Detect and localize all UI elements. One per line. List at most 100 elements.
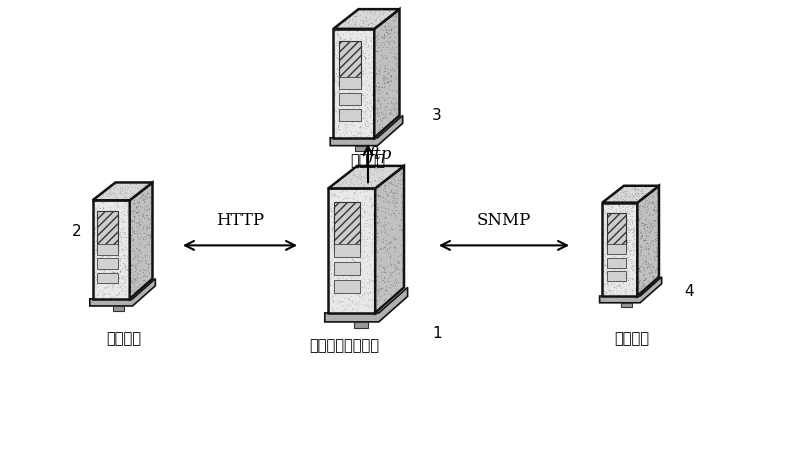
Point: [601, 292, 614, 299]
Point: [374, 41, 387, 49]
Polygon shape: [98, 273, 118, 283]
Point: [596, 214, 609, 221]
Point: [624, 263, 637, 271]
Point: [367, 200, 380, 207]
Point: [371, 47, 384, 54]
Point: [394, 225, 406, 232]
Point: [376, 264, 389, 271]
Point: [347, 199, 360, 206]
Point: [615, 200, 628, 208]
Point: [626, 207, 638, 215]
Point: [366, 295, 378, 303]
Point: [96, 193, 109, 200]
Point: [615, 272, 628, 279]
Point: [103, 230, 116, 237]
Point: [129, 267, 142, 275]
Point: [98, 220, 110, 228]
Point: [643, 188, 656, 195]
Point: [102, 227, 115, 235]
Point: [324, 271, 337, 278]
Point: [101, 252, 114, 259]
Point: [371, 248, 384, 256]
Point: [650, 252, 663, 260]
Point: [104, 264, 117, 271]
Point: [366, 236, 379, 243]
Point: [325, 213, 338, 220]
Point: [348, 269, 361, 277]
Point: [384, 243, 397, 250]
Point: [353, 272, 366, 279]
Point: [380, 70, 393, 77]
Point: [389, 55, 402, 63]
Point: [123, 226, 136, 233]
Point: [365, 276, 378, 283]
Point: [371, 229, 384, 237]
Point: [331, 23, 344, 30]
Point: [122, 222, 135, 229]
Point: [130, 208, 143, 215]
Point: [388, 28, 401, 36]
Point: [350, 299, 362, 307]
Point: [650, 272, 663, 279]
Point: [336, 182, 349, 190]
Point: [358, 282, 370, 289]
Point: [93, 251, 106, 258]
Point: [138, 199, 151, 206]
Point: [354, 278, 367, 285]
Point: [335, 200, 348, 207]
Point: [378, 223, 390, 230]
Point: [385, 280, 398, 288]
Point: [650, 188, 663, 196]
Point: [89, 241, 102, 249]
Point: [637, 192, 650, 199]
Point: [609, 191, 622, 198]
Point: [652, 245, 665, 252]
Point: [330, 108, 342, 115]
Point: [602, 248, 615, 255]
Point: [367, 56, 380, 64]
Point: [359, 54, 372, 61]
Point: [394, 215, 407, 223]
Point: [345, 99, 358, 106]
Point: [351, 129, 364, 136]
Point: [351, 174, 364, 181]
Point: [329, 25, 342, 33]
Point: [337, 69, 350, 76]
Point: [618, 263, 631, 270]
Point: [361, 119, 374, 126]
Point: [600, 243, 613, 250]
Point: [336, 261, 349, 269]
Point: [131, 184, 144, 192]
Point: [108, 248, 121, 256]
Point: [369, 248, 382, 256]
Point: [619, 196, 632, 203]
Point: [108, 201, 121, 208]
Point: [118, 279, 131, 286]
Point: [600, 268, 613, 275]
Point: [350, 269, 362, 276]
Point: [357, 254, 370, 261]
Point: [140, 206, 153, 213]
Point: [616, 279, 629, 286]
Point: [330, 217, 342, 225]
Point: [619, 183, 632, 190]
Point: [633, 216, 646, 223]
Point: [646, 237, 659, 244]
Point: [618, 192, 631, 199]
Point: [366, 185, 379, 192]
Point: [359, 193, 372, 200]
Point: [630, 219, 643, 227]
Point: [114, 254, 127, 262]
Point: [632, 282, 645, 289]
Point: [342, 100, 355, 107]
Point: [142, 189, 154, 197]
Point: [602, 244, 614, 251]
Point: [393, 61, 406, 68]
Point: [117, 202, 130, 210]
Point: [352, 90, 365, 98]
Point: [145, 272, 158, 280]
Point: [361, 295, 374, 302]
Point: [113, 257, 126, 264]
Point: [607, 213, 620, 221]
Point: [614, 192, 627, 200]
